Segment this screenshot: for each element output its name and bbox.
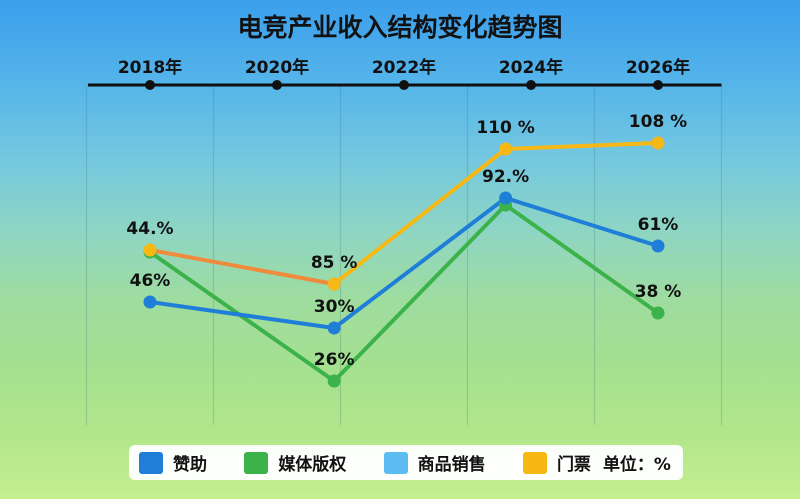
x-tick-label: 2020年 bbox=[245, 57, 309, 78]
tickets-line-segment bbox=[503, 141, 660, 151]
tickets-data-label: 85 % bbox=[311, 253, 358, 273]
x-tick-label: 2018年 bbox=[118, 57, 182, 78]
tickets-data-label: 44.% bbox=[126, 219, 173, 239]
data-labels: 26% 38 % 46% 30% 92.% 61% 44.% 85 % 110 % 108 % bbox=[126, 112, 687, 370]
x-tick-label: 2022年 bbox=[372, 57, 436, 78]
x-tick-label: 2026年 bbox=[626, 57, 690, 78]
x-tick-marker bbox=[526, 80, 536, 90]
sponsorship-data-label: 92.% bbox=[482, 167, 529, 187]
media-rights-line-segment bbox=[332, 203, 508, 383]
media-rights-data-point bbox=[327, 374, 341, 388]
sponsorship-data-point bbox=[651, 239, 665, 253]
legend-label: 商品销售 bbox=[417, 455, 486, 475]
tickets-data-point bbox=[651, 136, 665, 150]
legend-group-tickets-and-unit: 门票 单位：% bbox=[522, 450, 671, 475]
legend-label: 赞助 bbox=[173, 455, 207, 475]
media-rights-data-label: 38 % bbox=[635, 282, 682, 302]
x-tick-marker bbox=[145, 80, 155, 90]
sponsorship-line-segment bbox=[503, 196, 660, 248]
sponsorship-data-label: 30% bbox=[314, 297, 355, 317]
tickets-line-segment bbox=[148, 248, 337, 286]
grid-lines bbox=[85, 85, 723, 425]
media-rights-data-point bbox=[651, 306, 665, 320]
tickets-line-segment bbox=[332, 147, 508, 286]
sponsorship-line-segment bbox=[148, 300, 337, 330]
sponsorship-data-point bbox=[327, 321, 341, 335]
legend-item-sponsorship: 赞助 bbox=[139, 450, 207, 475]
legend-swatch bbox=[244, 451, 269, 474]
sponsorship-data-point bbox=[143, 295, 157, 309]
tickets-data-point bbox=[327, 277, 341, 291]
chart-title: 电竞产业收入结构变化趋势图 bbox=[237, 13, 563, 42]
legend: 赞助 媒体版权 商品销售 门票 单位：% bbox=[129, 445, 683, 480]
legend-item-merchandise-sales: 商品销售 bbox=[383, 450, 486, 475]
legend-swatch bbox=[383, 451, 408, 474]
tickets-data-label: 108 % bbox=[629, 112, 687, 132]
sponsorship-data-point bbox=[499, 191, 513, 205]
sponsorship-data-label: 61% bbox=[638, 215, 679, 235]
legend-swatch bbox=[522, 451, 547, 474]
sponsorship-line-segment bbox=[332, 196, 508, 330]
x-axis: 2018年 2020年 2022年 2024年 2026年 bbox=[88, 57, 722, 90]
x-tick-marker bbox=[653, 80, 663, 90]
legend-label: 媒体版权 bbox=[278, 455, 347, 475]
x-tick-marker bbox=[272, 80, 282, 90]
legend-label: 门票 bbox=[556, 455, 591, 475]
legend-item-tickets: 门票 bbox=[522, 450, 591, 475]
legend-swatch bbox=[139, 451, 163, 474]
tickets-data-label: 110 % bbox=[476, 118, 534, 138]
series-lines bbox=[148, 141, 660, 383]
tickets-data-point bbox=[499, 142, 513, 156]
legend-item-media-rights: 媒体版权 bbox=[244, 450, 346, 475]
media-rights-line-segment bbox=[503, 203, 660, 315]
tickets-data-point bbox=[143, 243, 157, 257]
media-rights-data-label: 26% bbox=[314, 350, 355, 370]
unit-note: 单位：% bbox=[602, 455, 671, 475]
sponsorship-data-label: 46% bbox=[130, 271, 171, 291]
x-tick-label: 2024年 bbox=[499, 57, 563, 78]
x-tick-marker bbox=[399, 80, 409, 90]
data-points bbox=[143, 136, 665, 388]
